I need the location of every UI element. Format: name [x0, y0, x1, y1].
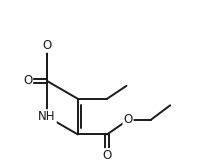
- Text: NH: NH: [38, 110, 56, 123]
- Text: O: O: [23, 75, 32, 87]
- Text: O: O: [102, 149, 112, 162]
- Text: O: O: [42, 39, 52, 52]
- Text: O: O: [123, 113, 133, 126]
